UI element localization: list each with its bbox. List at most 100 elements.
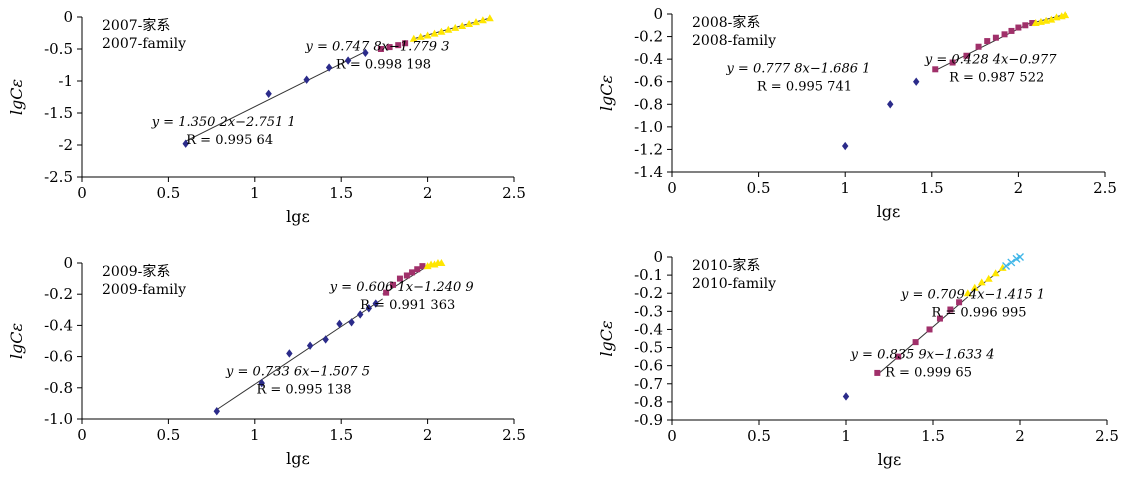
x-tick-label: 2 xyxy=(423,184,433,202)
data-point-triangle xyxy=(1061,11,1070,19)
data-point-cross xyxy=(1016,253,1024,261)
x-tick-label: 1.5 xyxy=(329,184,353,202)
x-tick-label: 1 xyxy=(841,427,851,445)
data-point-square xyxy=(947,306,954,313)
data-point-diamond xyxy=(265,89,272,98)
regression-equation: y = 1.350 2x−2.751 1 xyxy=(151,115,296,130)
data-point-diamond xyxy=(842,141,849,151)
panel-legend-text: 2007-家系 xyxy=(102,17,170,34)
data-point-square xyxy=(1029,20,1036,27)
correlation-value: R = 0.995 138 xyxy=(256,382,351,397)
x-tick-label: 2 xyxy=(1014,179,1024,197)
y-tick-label: -0.4 xyxy=(634,50,663,68)
data-point-triangle xyxy=(1047,15,1056,23)
y-axis-label: lgCε xyxy=(7,323,26,359)
data-point-diamond xyxy=(322,335,329,344)
y-tick-label: -0.1 xyxy=(634,266,663,284)
regression-equation: y = 0.747 8x−1.779 3 xyxy=(305,39,450,54)
y-tick-label: -0.2 xyxy=(634,28,663,46)
x-axis-label: lgε xyxy=(878,450,902,469)
data-point-square xyxy=(963,52,970,59)
data-point-triangle xyxy=(437,259,446,266)
y-tick-label: -1.0 xyxy=(634,118,663,136)
x-tick-label: 2 xyxy=(1015,427,1025,445)
data-point-square xyxy=(377,46,384,52)
x-tick-label: 1 xyxy=(840,179,850,197)
data-point-square xyxy=(386,44,393,51)
data-point-diamond xyxy=(325,63,333,72)
panel-legend-text: 2010-family xyxy=(692,276,776,292)
data-point-diamond xyxy=(306,341,314,350)
y-tick-label: -0.7 xyxy=(634,375,663,393)
chart-panel-4: 0 0.5 1 1.5 2 2.50-0.1-0.2-0.3-0.4-0.5-0.6-0.… xyxy=(597,248,1119,469)
x-tick-label: 0 xyxy=(667,427,677,445)
data-point-triangle xyxy=(458,21,467,29)
y-axis-label: lgCε xyxy=(597,75,616,111)
correlation-value: R = 0.995 64 xyxy=(186,133,273,148)
data-point-square xyxy=(912,339,919,346)
data-point-square xyxy=(403,272,410,279)
x-tick-label: 2.5 xyxy=(502,184,526,202)
data-point-diamond xyxy=(344,56,352,65)
x-axis-label: lgε xyxy=(877,202,901,221)
y-tick-label: -0.5 xyxy=(44,40,73,58)
regression-equation: y = 0.733 6x−1.507 5 xyxy=(225,364,370,379)
data-point-triangle xyxy=(471,18,480,26)
data-point-square xyxy=(956,299,963,306)
data-point-square xyxy=(895,353,902,360)
data-point-square xyxy=(1015,24,1022,31)
data-point-triangle xyxy=(423,31,432,39)
data-point-diamond xyxy=(286,349,293,358)
regression-equation: y = 0.777 8x−1.686 1 xyxy=(725,62,870,77)
data-point-square xyxy=(984,38,991,45)
correlation-value: R = 0.995 741 xyxy=(757,80,852,95)
data-point-cross xyxy=(1002,262,1011,271)
data-point-square xyxy=(396,275,403,282)
data-point-diamond xyxy=(336,319,343,329)
data-point-triangle xyxy=(984,274,993,282)
data-point-triangle xyxy=(416,32,425,40)
x-tick-label: 1 xyxy=(250,426,260,444)
x-tick-label: 0.5 xyxy=(747,179,771,197)
panel-legend-text: 2009-family xyxy=(102,282,186,298)
data-point-square xyxy=(395,42,402,49)
correlation-value: R = 0.996 995 xyxy=(931,306,1026,321)
panel-legend-text: 2008-家系 xyxy=(692,14,760,31)
y-tick-label: -0.2 xyxy=(44,285,73,303)
data-point-diamond xyxy=(372,299,379,308)
data-point-triangle xyxy=(485,14,494,22)
x-tick-label: 0 xyxy=(667,179,677,197)
data-point-triangle xyxy=(437,27,446,35)
data-point-triangle xyxy=(430,29,439,37)
data-point-square xyxy=(1008,27,1015,34)
x-tick-label: 0.5 xyxy=(156,426,180,444)
data-point-triangle xyxy=(963,289,972,297)
x-tick-label: 2.5 xyxy=(1095,427,1119,445)
data-point-square xyxy=(975,43,982,50)
y-tick-label: -0.2 xyxy=(634,284,663,302)
data-point-triangle xyxy=(991,269,1000,277)
data-point-square xyxy=(992,34,999,41)
data-point-triangle xyxy=(478,16,487,24)
data-point-diamond xyxy=(258,378,265,388)
regression-equation: y = 0.835 9x−1.633 4 xyxy=(850,347,995,362)
data-point-diamond xyxy=(213,407,220,416)
data-point-square xyxy=(1022,22,1029,29)
x-tick-label: 0 xyxy=(77,184,87,202)
data-point-square xyxy=(926,326,933,333)
data-point-triangle xyxy=(977,278,986,286)
data-point-diamond xyxy=(357,310,364,319)
y-tick-label: -0.5 xyxy=(634,339,663,357)
panel-legend-text: 2008-family xyxy=(692,33,776,49)
data-point-square xyxy=(932,66,939,73)
data-point-square xyxy=(874,369,881,376)
y-axis-label: lgCε xyxy=(7,79,26,115)
data-point-square xyxy=(1001,31,1008,38)
y-tick-label: -1.5 xyxy=(44,104,73,122)
data-point-square xyxy=(409,269,416,276)
y-tick-label: -1.4 xyxy=(634,163,663,181)
data-point-square xyxy=(419,263,426,270)
panel-legend-text: 2010-家系 xyxy=(692,257,760,274)
x-tick-label: 0.5 xyxy=(156,184,180,202)
